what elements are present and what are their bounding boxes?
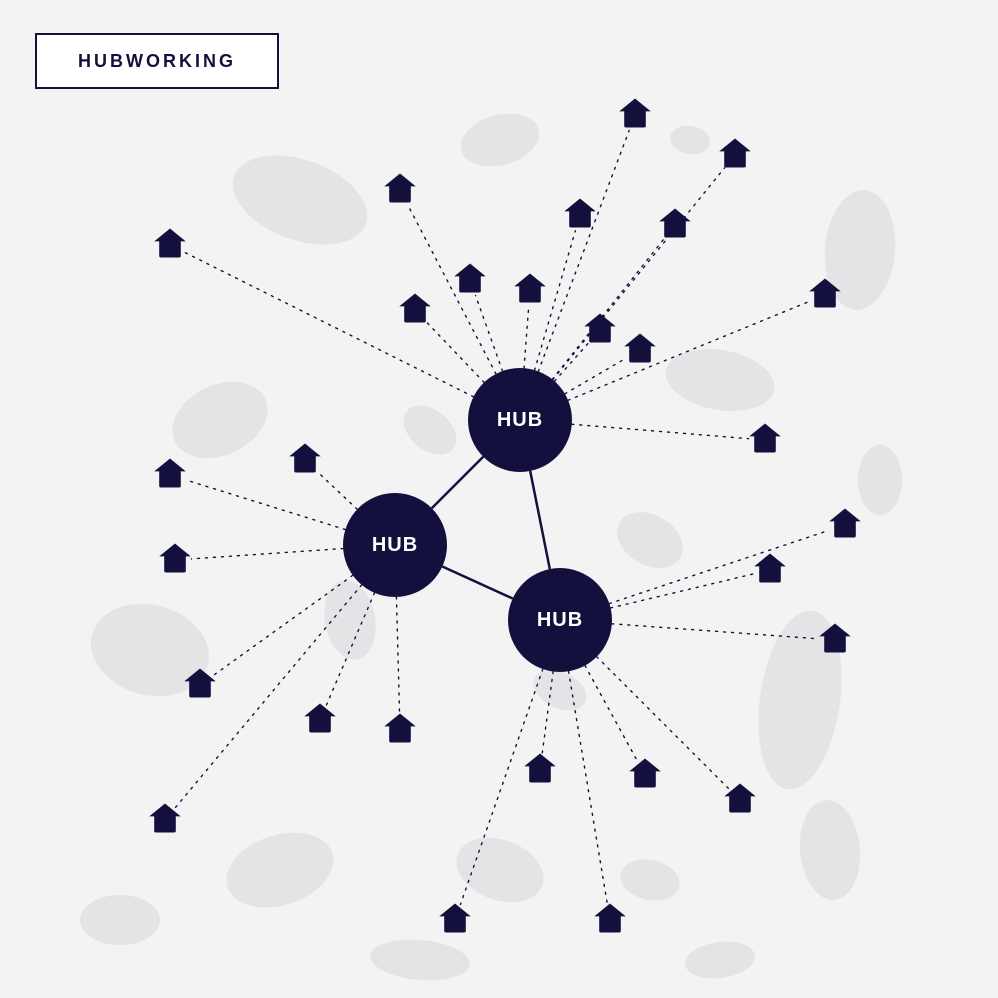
dotted-edge (317, 471, 357, 509)
dotted-edges-layer (176, 130, 830, 904)
dotted-edge (585, 666, 637, 761)
house-icon (624, 334, 656, 363)
texture-blob (447, 826, 552, 913)
texture-layer (80, 105, 902, 984)
hub-label: HUB (372, 534, 418, 556)
dotted-edge (186, 480, 346, 530)
dotted-edge (396, 597, 399, 714)
network-svg: HUB HUB HUB (0, 0, 998, 998)
title-text: HUBWORKING (78, 51, 236, 72)
dotted-edge (426, 322, 484, 382)
texture-blob (668, 123, 712, 158)
dotted-edge (191, 549, 343, 559)
house-icon (439, 904, 471, 933)
house-icon (594, 904, 626, 933)
hub-edge (442, 567, 512, 599)
hubs-layer: HUB HUB HUB (343, 368, 612, 672)
dotted-edge (565, 358, 626, 393)
hub-edge (530, 471, 550, 569)
dotted-edge (611, 574, 754, 608)
house-icon (154, 459, 186, 488)
texture-blob (858, 445, 902, 515)
texture-blob (607, 501, 693, 579)
texture-blob (217, 820, 343, 921)
dotted-edge (185, 252, 474, 396)
texture-blob (455, 105, 545, 174)
hub-label: HUB (497, 409, 543, 431)
house-icon (399, 294, 431, 323)
texture-blob (221, 138, 380, 261)
texture-blob (683, 937, 757, 982)
hub-edge (432, 457, 483, 508)
house-icon (289, 444, 321, 473)
house-icon (584, 314, 616, 343)
house-icon (524, 754, 556, 783)
texture-blob (616, 854, 683, 906)
house-icon (829, 509, 861, 538)
title-box: HUBWORKING (35, 33, 279, 89)
house-icon (619, 99, 651, 128)
house-icon (454, 264, 486, 293)
house-icon (629, 759, 661, 788)
dotted-edge (524, 306, 529, 368)
house-icon (304, 704, 336, 733)
dotted-edge (555, 342, 589, 381)
houses-layer (149, 99, 861, 933)
texture-blob (394, 395, 466, 464)
house-icon (384, 714, 416, 743)
house-icon (384, 174, 416, 203)
dotted-edge (572, 424, 749, 438)
diagram-canvas: HUB HUB HUB HUBWORKING (0, 0, 998, 998)
hub-label: HUB (537, 609, 583, 631)
dotted-edge (408, 205, 496, 374)
house-icon (154, 229, 186, 258)
house-icon (159, 544, 191, 573)
house-icon (564, 199, 596, 228)
house-icon (749, 424, 781, 453)
house-icon (659, 209, 691, 238)
texture-blob (80, 895, 160, 945)
house-icon (724, 784, 756, 813)
texture-blob (661, 341, 780, 419)
texture-blob (368, 936, 471, 985)
house-icon (719, 139, 751, 168)
house-icon (754, 554, 786, 583)
texture-blob (160, 367, 280, 473)
dotted-edge (538, 130, 629, 371)
texture-blob (796, 798, 864, 903)
house-icon (514, 274, 546, 303)
